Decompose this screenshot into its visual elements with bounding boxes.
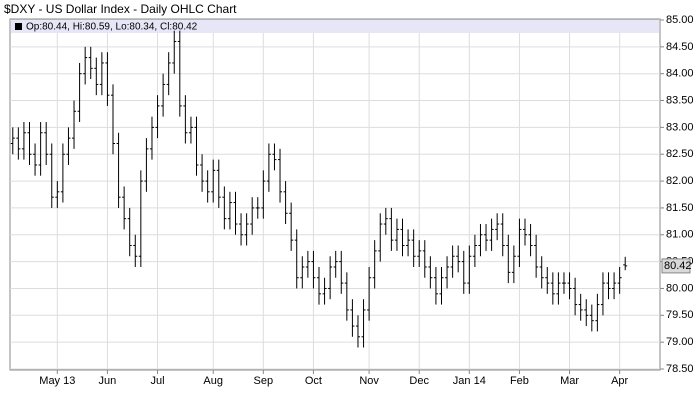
x-tick-label: Sep: [254, 375, 274, 387]
legend-marker: [15, 23, 22, 30]
x-tick-label: Mar: [560, 375, 579, 387]
x-tick-label: Jan 14: [453, 375, 486, 387]
y-tick-label: 82.50: [666, 148, 694, 160]
y-tick-label: 84.50: [666, 41, 694, 53]
y-tick-label: 81.00: [666, 229, 694, 241]
x-tick-label: May 13: [39, 375, 75, 387]
x-tick-label: Apr: [611, 375, 628, 387]
x-tick-label: Jul: [151, 375, 165, 387]
x-tick-label: Feb: [510, 375, 529, 387]
y-tick-label: 84.00: [666, 68, 694, 80]
y-tick-label: 83.50: [666, 94, 694, 106]
y-tick-label: 79.50: [666, 309, 694, 321]
x-tick-label: Jun: [99, 375, 117, 387]
y-tick-label: 78.50: [666, 363, 694, 375]
x-tick-label: Dec: [409, 375, 429, 387]
x-tick-label: Aug: [203, 375, 223, 387]
legend-text: Op:80.44, Hi:80.59, Lo:80.34, Cl:80.42: [26, 22, 198, 33]
y-tick-label: 83.00: [666, 121, 694, 133]
last-price-box: [661, 258, 691, 274]
chart-title: $DXY - US Dollar Index - Daily OHLC Char…: [4, 2, 237, 16]
y-tick-label: 81.50: [666, 202, 694, 214]
legend-band: [11, 20, 659, 33]
x-tick-label: Oct: [305, 375, 322, 387]
last-price-label: 80.42: [664, 260, 692, 272]
y-tick-label: 85.00: [666, 14, 694, 26]
y-tick-label: 82.00: [666, 175, 694, 187]
y-tick-label: 80.00: [666, 282, 694, 294]
x-tick-label: Nov: [359, 375, 379, 387]
y-tick-label: 79.00: [666, 336, 694, 348]
